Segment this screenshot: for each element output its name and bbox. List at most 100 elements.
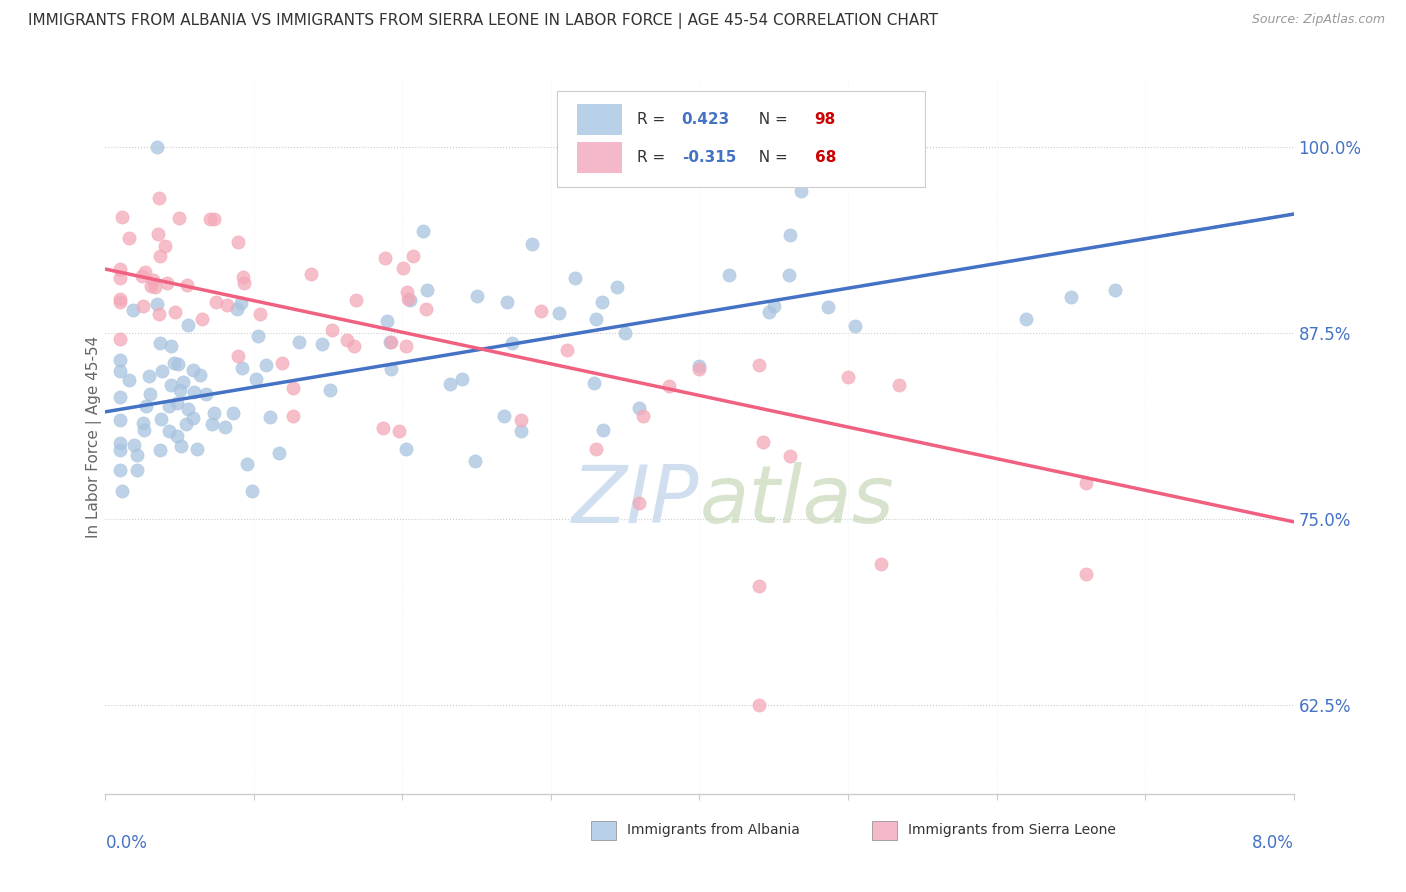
Point [110,435,132,450]
Text: 8.0%: 8.0% [1251,834,1294,852]
Point [146,140,169,154]
Point [658,378,681,392]
Point [138,369,160,384]
Text: ZIP: ZIP [572,462,700,541]
Point [163,305,186,319]
Point [231,361,253,376]
Point [122,438,145,452]
Point [380,335,402,350]
Point [214,419,236,434]
Point [195,386,218,401]
Point [689,361,711,376]
Point [166,396,188,410]
Point [311,336,333,351]
Text: IMMIGRANTS FROM ALBANIA VS IMMIGRANTS FROM SIERRA LEONE IN LABOR FORCE | AGE 45-: IMMIGRANTS FROM ALBANIA VS IMMIGRANTS FR… [28,13,938,29]
Point [415,283,437,297]
Point [152,364,174,378]
Point [225,302,247,317]
Point [143,280,166,294]
Point [522,236,544,251]
Point [631,409,654,423]
Point [492,409,515,423]
Point [870,558,893,572]
Point [142,273,165,287]
Point [1074,475,1097,490]
Point [156,277,179,291]
Point [240,483,263,498]
Point [188,368,211,382]
Text: R =: R = [637,112,669,127]
Point [343,339,366,353]
Point [148,191,170,205]
Point [318,383,340,397]
Point [146,297,169,311]
Bar [576,103,623,136]
Point [1060,290,1083,304]
Point [583,376,606,390]
Point [159,339,181,353]
Point [375,314,398,328]
Point [254,358,277,372]
Point [837,370,859,384]
Point [748,698,770,712]
Point [169,384,191,398]
Text: 68: 68 [814,150,837,165]
Point [844,319,866,334]
Point [118,373,141,387]
Point [299,267,322,281]
Point [172,375,194,389]
Point [779,449,801,463]
Text: Immigrants from Albania: Immigrants from Albania [627,823,800,838]
Point [110,294,132,309]
Point [606,280,628,294]
Point [125,449,148,463]
Point [132,423,155,437]
Point [380,361,402,376]
Point [157,399,180,413]
Point [249,307,271,321]
Point [392,260,415,275]
Point [149,443,172,458]
Point [758,305,780,319]
Point [718,268,741,282]
Point [762,299,785,313]
Text: Source: ZipAtlas.com: Source: ZipAtlas.com [1251,13,1385,27]
Point [127,463,149,477]
Point [380,335,402,350]
Point [118,231,141,245]
Point [201,417,224,431]
Point [229,296,252,310]
Point [394,339,416,353]
Point [233,276,256,290]
Text: 98: 98 [814,112,837,127]
Point [166,429,188,443]
Point [111,211,134,225]
Point [139,279,162,293]
Point [269,445,291,459]
Point [247,329,270,343]
Point [592,423,614,437]
Point [1015,312,1038,326]
Point [110,391,132,405]
Point [110,413,132,427]
Point [321,323,343,337]
Point [374,252,396,266]
Point [585,312,607,326]
Point [236,457,259,471]
Point [495,295,517,310]
Point [170,439,193,453]
Text: N =: N = [749,112,793,127]
Text: 0.0%: 0.0% [105,834,148,852]
Text: N =: N = [749,150,793,165]
Point [388,425,411,439]
Point [585,442,607,456]
Point [167,211,190,226]
Point [135,399,157,413]
Point [217,298,239,312]
Point [222,406,245,420]
Point [889,378,911,392]
Point [614,326,637,340]
Point [790,184,813,198]
Point [155,239,177,253]
Point [186,442,208,456]
